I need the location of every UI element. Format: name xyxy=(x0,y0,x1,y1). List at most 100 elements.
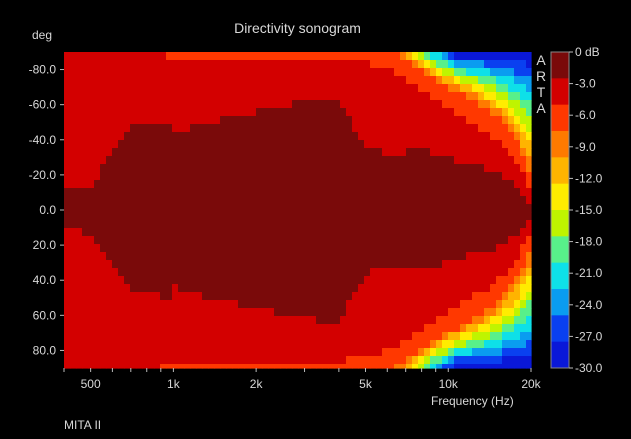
heatmap-cell xyxy=(352,348,359,357)
heatmap-cell xyxy=(82,60,89,69)
heatmap-cell xyxy=(202,100,209,109)
heatmap-cell xyxy=(286,76,293,85)
heatmap-cell xyxy=(262,316,269,325)
heatmap-cell xyxy=(484,364,491,369)
heatmap-cell xyxy=(406,188,413,197)
heatmap-cell xyxy=(418,116,425,125)
heatmap-cell xyxy=(142,100,149,109)
heatmap-cell xyxy=(256,140,263,149)
heatmap-cell xyxy=(88,60,95,69)
heatmap-cell xyxy=(70,212,77,221)
heatmap-cell xyxy=(268,228,275,237)
heatmap-cell xyxy=(442,244,449,253)
heatmap-cell xyxy=(520,180,527,189)
heatmap-cell xyxy=(502,268,509,277)
heatmap-cell xyxy=(238,196,245,205)
heatmap-cell xyxy=(190,188,197,197)
heatmap-cell xyxy=(286,212,293,221)
heatmap-cell xyxy=(124,92,131,101)
heatmap-cell xyxy=(118,356,125,365)
heatmap-cell xyxy=(352,52,359,61)
heatmap-cell xyxy=(262,268,269,277)
heatmap-cell xyxy=(124,68,131,77)
heatmap-cell xyxy=(142,52,149,61)
heatmap-cell xyxy=(136,204,143,213)
heatmap-cell xyxy=(232,100,239,109)
heatmap-cell xyxy=(364,212,371,221)
heatmap-cell xyxy=(328,220,335,229)
heatmap-cell xyxy=(238,340,245,349)
heatmap-cell xyxy=(202,92,209,101)
heatmap-cell xyxy=(454,132,461,141)
heatmap-cell xyxy=(94,116,101,125)
heatmap-cell xyxy=(112,100,119,109)
heatmap-cell xyxy=(256,268,263,277)
heatmap-cell xyxy=(406,108,413,117)
heatmap-cell xyxy=(508,276,515,285)
heatmap-cell xyxy=(376,132,383,141)
heatmap-cell xyxy=(328,260,335,269)
heatmap-cell xyxy=(322,244,329,253)
heatmap-cell xyxy=(496,116,503,125)
heatmap-cell xyxy=(178,260,185,269)
heatmap-cell xyxy=(172,124,179,133)
heatmap-cell xyxy=(442,100,449,109)
heatmap-cell xyxy=(196,140,203,149)
heatmap-cell xyxy=(412,260,419,269)
heatmap-cell xyxy=(166,300,173,309)
heatmap-cell xyxy=(142,156,149,165)
heatmap-cell xyxy=(184,132,191,141)
heatmap-cell xyxy=(100,316,107,325)
heatmap-cell xyxy=(214,156,221,165)
heatmap-cell xyxy=(178,100,185,109)
heatmap-cell xyxy=(382,204,389,213)
heatmap-cell xyxy=(130,324,137,333)
heatmap-cell xyxy=(418,76,425,85)
heatmap-cell xyxy=(340,284,347,293)
heatmap-cell xyxy=(490,268,497,277)
heatmap-cell xyxy=(154,308,161,317)
heatmap-cell xyxy=(460,276,467,285)
heatmap-cell xyxy=(238,140,245,149)
heatmap-cell xyxy=(460,92,467,101)
heatmap-cell xyxy=(124,308,131,317)
heatmap-cell xyxy=(142,196,149,205)
heatmap-cell xyxy=(460,68,467,77)
heatmap-cell xyxy=(502,204,509,213)
heatmap-cell xyxy=(214,164,221,173)
heatmap-cell xyxy=(316,100,323,109)
heatmap-cell xyxy=(454,68,461,77)
heatmap-cell xyxy=(478,156,485,165)
heatmap-cell xyxy=(106,156,113,165)
heatmap-cell xyxy=(406,76,413,85)
heatmap-cell xyxy=(268,268,275,277)
heatmap-cell xyxy=(358,84,365,93)
heatmap-cell xyxy=(358,148,365,157)
heatmap-cell xyxy=(388,276,395,285)
heatmap-cell xyxy=(280,364,287,369)
heatmap-cell xyxy=(520,156,527,165)
heatmap-cell xyxy=(244,276,251,285)
heatmap-cell xyxy=(250,156,257,165)
heatmap-cell xyxy=(190,108,197,117)
heatmap-cell xyxy=(424,260,431,269)
heatmap-cell xyxy=(94,204,101,213)
heatmap-cell xyxy=(382,164,389,173)
heatmap-cell xyxy=(310,76,317,85)
heatmap-cell xyxy=(94,356,101,365)
heatmap-cell xyxy=(304,164,311,173)
heatmap-cell xyxy=(274,316,281,325)
heatmap-cell xyxy=(454,60,461,69)
heatmap-cell xyxy=(526,196,532,205)
heatmap-cell xyxy=(406,52,413,61)
heatmap-cell xyxy=(190,124,197,133)
heatmap-cell xyxy=(130,308,137,317)
heatmap-cell xyxy=(484,84,491,93)
heatmap-cell xyxy=(388,260,395,269)
heatmap-cell xyxy=(490,92,497,101)
heatmap-cell xyxy=(466,172,473,181)
colorbar-swatch xyxy=(551,262,569,290)
heatmap-cell xyxy=(484,244,491,253)
heatmap-cell xyxy=(112,164,119,173)
heatmap-cell xyxy=(268,332,275,341)
